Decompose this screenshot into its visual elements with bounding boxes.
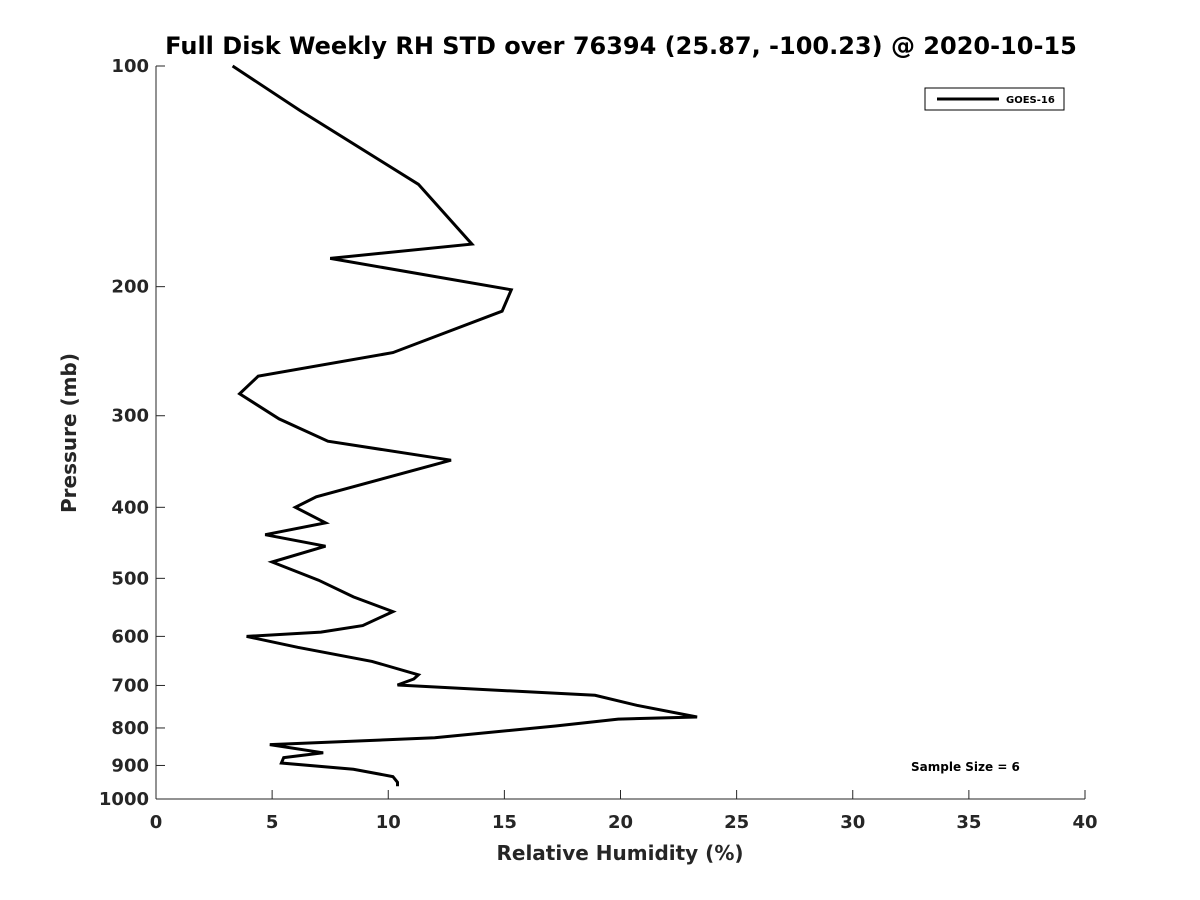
sample-size-annotation: Sample Size = 6: [911, 760, 1020, 774]
x-tick-label: 20: [608, 812, 633, 833]
y-tick-label: 300: [111, 406, 149, 427]
series-line-goes-16: [231, 64, 698, 787]
y-tick-label: 800: [111, 718, 149, 739]
y-tick-label: 100: [111, 56, 149, 77]
y-axis-ticks: 100 200 300 400 500 600 700 800 900 1000: [99, 56, 165, 810]
y-tick-label: 400: [111, 497, 149, 518]
y-tick-label: 200: [111, 277, 149, 298]
y-tick-label: 1000: [99, 789, 149, 810]
y-tick-label: 900: [111, 755, 149, 776]
y-tick-label: 600: [111, 626, 149, 647]
chart-title: Full Disk Weekly RH STD over 76394 (25.8…: [165, 32, 1077, 60]
x-tick-label: 25: [724, 812, 749, 833]
x-tick-label: 0: [150, 812, 163, 833]
x-tick-label: 35: [956, 812, 981, 833]
x-tick-label: 15: [492, 812, 517, 833]
x-axis-ticks: 0 5 10 15 20 25 30 35 40: [150, 790, 1098, 833]
x-tick-label: 30: [840, 812, 865, 833]
x-axis-label: Relative Humidity (%): [496, 841, 743, 865]
y-axis-label: Pressure (mb): [57, 353, 81, 513]
y-tick-label: 700: [111, 675, 149, 696]
legend-label: GOES-16: [1006, 95, 1055, 106]
x-tick-label: 40: [1072, 812, 1097, 833]
legend: GOES-16: [924, 87, 1065, 111]
x-tick-label: 10: [376, 812, 401, 833]
y-tick-label: 500: [111, 568, 149, 589]
x-tick-label: 5: [266, 812, 279, 833]
